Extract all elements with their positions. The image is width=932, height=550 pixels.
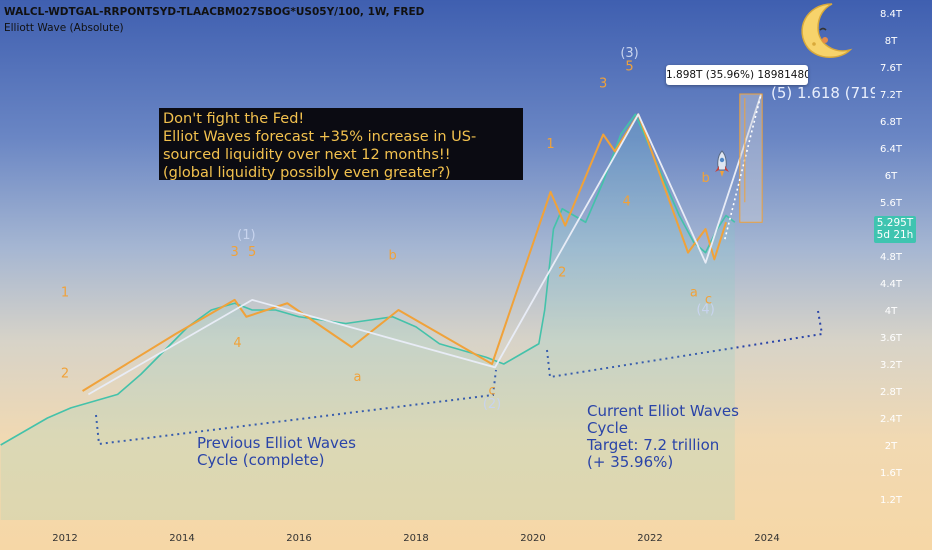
bar-countdown: 5d 21h	[876, 229, 914, 241]
y-axis: 8.4T8T7.6T7.2T6.8T6.4T6T5.6T5.2T4.8T4.4T…	[880, 9, 903, 506]
x-tick-label: 2012	[52, 533, 77, 544]
cycle-brackets	[95, 310, 824, 446]
current-cycle-bracket	[546, 310, 824, 379]
x-tick-label: 2024	[754, 533, 779, 544]
wave-label: 1	[546, 137, 554, 152]
forecast-callout: Don't fight the Fed! Elliot Waves foreca…	[159, 108, 523, 181]
target-wave-label: (5) 1.618 (7190	[771, 84, 875, 102]
x-tick-label: 2018	[403, 533, 428, 544]
projection-rectangle	[739, 93, 763, 223]
y-tick-label: 6T	[885, 171, 898, 182]
crescent-moon-icon	[801, 3, 853, 58]
y-tick-label: 6.8T	[880, 117, 903, 128]
wave-label: 4	[233, 336, 241, 351]
x-tick-label: 2016	[286, 533, 311, 544]
previous-cycle-note: Previous Elliot Waves Cycle (complete)	[197, 435, 356, 469]
wave-label: c	[705, 292, 712, 307]
wave-label: c	[488, 383, 495, 398]
wave-label: (1)	[237, 228, 255, 243]
callout-line: Don't fight the Fed!	[163, 111, 305, 127]
y-tick-label: 8.4T	[880, 9, 903, 20]
projection-tooltip: 1.898T (35.96%) 1898148064043	[666, 65, 808, 85]
last-price-value: 5.295T	[876, 217, 914, 229]
current-cycle-note: Current Elliot Waves Cycle Target: 7.2 t…	[587, 403, 739, 471]
symbol-title[interactable]: WALCL-WDTGAL-RRPONTSYD-TLAACBM027SBOG*US…	[4, 6, 425, 18]
rocket-icon	[715, 150, 729, 177]
current-cycle-line: (+ 35.96%)	[587, 453, 674, 471]
y-tick-label: 4.8T	[880, 252, 903, 263]
projection-box	[724, 93, 763, 240]
primary-wave-line	[87, 93, 763, 396]
wave-label: a	[354, 370, 362, 385]
wave-label: 2	[61, 367, 69, 382]
wave-label: (3)	[620, 46, 638, 61]
previous-cycle-line: Cycle (complete)	[197, 451, 325, 469]
wave-label: a	[690, 286, 698, 301]
wave-label: 5	[625, 59, 633, 74]
wave-label: 5	[248, 245, 256, 260]
x-tick-label: 2022	[637, 533, 662, 544]
previous-cycle-line: Previous Elliot Waves	[197, 434, 356, 452]
wave-label: 1	[61, 286, 69, 301]
y-tick-label: 7.6T	[880, 63, 903, 74]
price-area	[0, 114, 735, 520]
y-tick-label: 3.2T	[880, 360, 903, 371]
y-tick-label: 2.4T	[880, 414, 903, 425]
callout-line: Elliot Waves forecast +35% increase in U…	[163, 129, 477, 145]
y-tick-label: 1.2T	[880, 495, 903, 506]
indicator-label[interactable]: Elliott Wave (Absolute)	[4, 22, 124, 34]
current-cycle-line: Current Elliot Waves	[587, 402, 739, 420]
wave-label: b	[701, 171, 709, 186]
y-tick-label: 4.4T	[880, 279, 903, 290]
y-tick-label: 7.2T	[880, 90, 903, 101]
last-price-tag: 5.295T 5d 21h	[874, 216, 916, 243]
current-cycle-line: Cycle	[587, 419, 628, 437]
wave-label: 4	[622, 194, 630, 209]
y-tick-label: 5.6T	[880, 198, 903, 209]
x-tick-label: 2020	[520, 533, 545, 544]
x-tick-label: 2014	[169, 533, 194, 544]
callout-line: (global liquidity possibly even greater?…	[163, 165, 451, 181]
y-tick-label: 8T	[885, 36, 898, 47]
price-area-fill	[0, 114, 735, 520]
elliott-wave-lines	[82, 93, 763, 396]
subwave-line	[82, 113, 728, 392]
y-tick-label: 6.4T	[880, 144, 903, 155]
wave-label: 3	[231, 245, 239, 260]
y-tick-label: 1.6T	[880, 468, 903, 479]
y-tick-label: 4T	[885, 306, 898, 317]
wave-label: (4)	[696, 302, 714, 317]
wave-label: b	[388, 248, 396, 263]
y-tick-label: 3.6T	[880, 333, 903, 344]
y-tick-label: 2T	[885, 441, 898, 452]
previous-cycle-bracket	[95, 369, 497, 446]
wave-label: (2)	[483, 397, 501, 412]
callout-line: sourced liquidity over next 12 months!!	[163, 147, 451, 163]
y-tick-label: 2.8T	[880, 387, 903, 398]
current-cycle-line: Target: 7.2 trillion	[587, 436, 720, 454]
wave-label: 3	[599, 76, 607, 91]
wave-label: 2	[558, 265, 566, 280]
x-axis: 2012 2014 2016 2018 2020 2022 2024	[52, 533, 779, 544]
